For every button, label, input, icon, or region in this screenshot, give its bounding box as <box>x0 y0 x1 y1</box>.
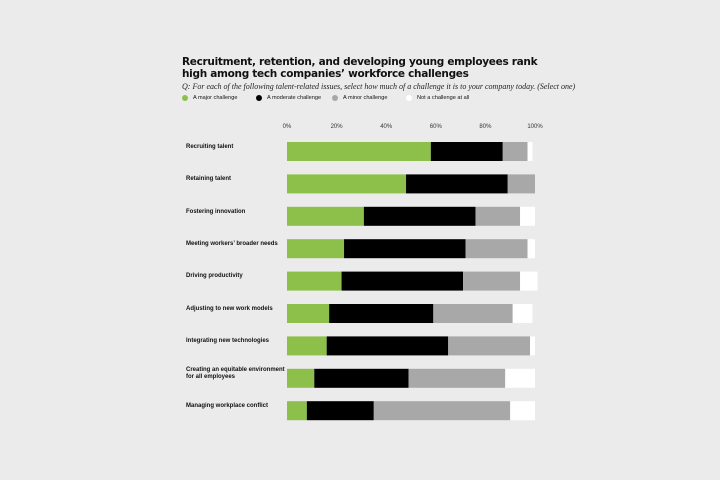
legend-label-major: A major challenge <box>193 95 238 101</box>
legend-swatch-none <box>406 95 412 101</box>
category-label-line: Meeting workers’ broader needs <box>186 240 278 247</box>
bar-segment-none <box>512 304 533 323</box>
category-label-line: Integrating new technologies <box>186 338 270 345</box>
bar-segment-minor <box>463 271 521 291</box>
category-label: Managing workplace conflict <box>186 403 286 411</box>
category-label: Retaining talent <box>186 176 286 184</box>
bar-segment-major <box>287 206 364 226</box>
bar-segment-major <box>287 401 307 421</box>
x-tick-label: 80% <box>479 124 492 130</box>
bar-segment-major <box>287 336 327 356</box>
category-label-line: Recruiting talent <box>186 143 234 150</box>
category-label-line: Creating an equitable environment <box>186 366 285 373</box>
bar-segment-none <box>505 368 535 388</box>
bar-segment-minor <box>465 239 528 259</box>
bar-segment-minor <box>433 304 513 323</box>
x-tick-label: 40% <box>380 124 393 130</box>
bar-segment-minor <box>475 206 521 226</box>
survey-question: Q: For each of the following talent-rela… <box>182 82 576 91</box>
bar-segment-moderate <box>329 304 434 323</box>
bar-segment-moderate <box>314 368 409 388</box>
bar-segment-minor <box>373 401 511 421</box>
legend-item-none: Not a challenge at all <box>406 95 469 101</box>
bar-segment-none <box>520 206 535 226</box>
bar-segment-minor <box>448 336 531 356</box>
bar-segment-major <box>287 174 407 194</box>
legend-item-major: A major challenge <box>182 95 237 101</box>
legend-swatch-minor <box>332 95 338 101</box>
bar-segment-moderate <box>430 142 503 161</box>
chart-title: Recruitment, retention, and developing y… <box>182 56 538 80</box>
bar-segment-minor <box>502 142 528 161</box>
bar-segment-none <box>527 239 535 259</box>
category-label: Meeting workers’ broader needs <box>186 241 286 249</box>
bar-segment-none <box>520 271 538 291</box>
x-tick-label: 20% <box>331 124 344 130</box>
bar-segment-major <box>287 368 315 388</box>
category-label-line: Retaining talent <box>186 176 232 183</box>
legend-label-moderate: A moderate challenge <box>267 95 322 101</box>
x-tick-label: 100% <box>527 124 543 130</box>
bar-segment-moderate <box>406 174 508 194</box>
bar-segment-major <box>287 239 345 259</box>
category-label: Creating an equitable environment for all… <box>186 367 286 382</box>
x-tick-label: 0% <box>283 124 292 130</box>
bar-segment-moderate <box>326 336 449 356</box>
bar-segment-major <box>287 271 342 291</box>
legend-swatch-moderate <box>256 95 262 101</box>
category-label: Driving productivity <box>186 273 286 281</box>
bar-segment-moderate <box>306 401 374 421</box>
bar-segment-moderate <box>363 206 476 226</box>
bar-segment-none <box>527 142 533 161</box>
category-label: Adjusting to new work models <box>186 306 286 314</box>
bar-segment-major <box>287 142 431 161</box>
bar-segment-none <box>510 401 535 421</box>
legend-item-moderate: A moderate challenge <box>256 95 321 101</box>
bar-segment-minor <box>507 174 535 194</box>
category-label-line: for all employees <box>186 374 236 381</box>
bar-segment-none <box>530 336 535 356</box>
bar-segment-moderate <box>344 239 466 259</box>
category-label-line: Driving productivity <box>186 273 243 280</box>
legend-item-minor: A minor challenge <box>332 95 387 101</box>
category-label-line: Adjusting to new work models <box>186 305 273 312</box>
x-tick-label: 60% <box>430 124 443 130</box>
legend: A major challenge A moderate challenge A… <box>0 95 720 107</box>
category-label: Integrating new technologies <box>186 338 286 346</box>
category-label: Fostering innovation <box>186 209 286 217</box>
legend-swatch-major <box>182 95 188 101</box>
legend-label-none: Not a challenge at all <box>417 95 470 101</box>
legend-label-minor: A minor challenge <box>343 95 388 101</box>
bar-segment-major <box>287 304 330 323</box>
category-label: Recruiting talent <box>186 144 286 152</box>
bar-segment-moderate <box>341 271 464 291</box>
category-label-line: Fostering innovation <box>186 208 246 215</box>
category-label-line: Managing workplace conflict <box>186 402 269 409</box>
bar-segment-minor <box>408 368 506 388</box>
